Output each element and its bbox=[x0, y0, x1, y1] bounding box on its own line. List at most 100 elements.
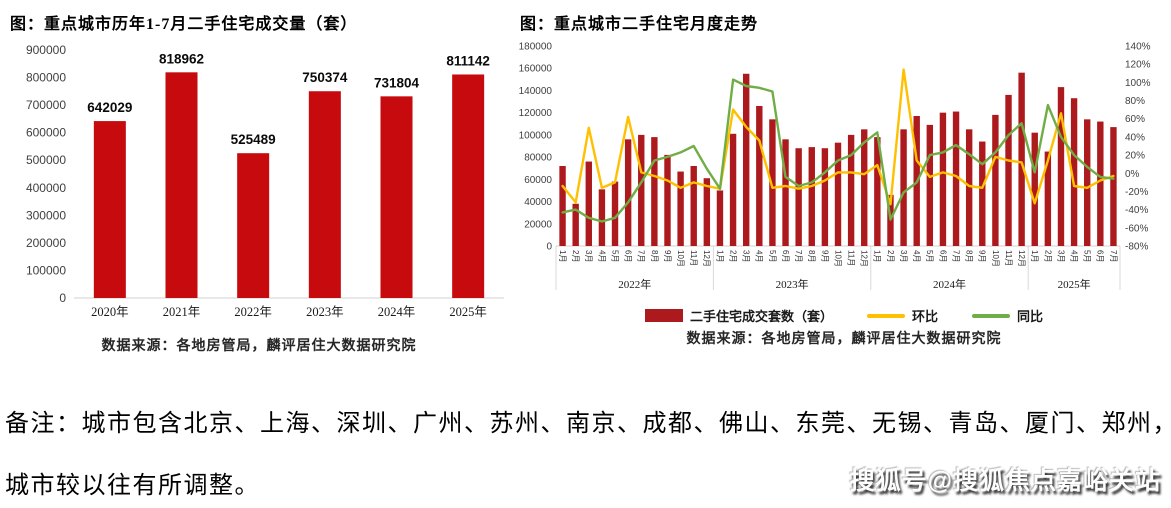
left-y-tick-label: 0 bbox=[59, 291, 66, 305]
monthly-bar bbox=[900, 129, 907, 246]
monthly-bar bbox=[979, 141, 986, 246]
annual-bar-chart: 图：重点城市历年1-7月二手住宅成交量（套） 0 100000 200000 3000… bbox=[8, 6, 510, 355]
right-chart-left-tick-label: 160000 bbox=[519, 64, 553, 75]
month-tick-label: 6月 bbox=[938, 250, 947, 262]
left-y-tick-label: 200000 bbox=[26, 236, 66, 250]
left-y-tick-label: 500000 bbox=[26, 153, 66, 167]
month-tick-label: 4月 bbox=[597, 250, 606, 262]
right-chart-left-tick-label: 40000 bbox=[524, 197, 552, 208]
right-chart-right-tick-label: 0% bbox=[1125, 169, 1140, 180]
monthly-bar bbox=[1031, 132, 1038, 246]
right-chart-title: 图：重点城市二手住宅月度走势 bbox=[520, 16, 759, 33]
monthly-bar bbox=[1044, 151, 1052, 246]
month-tick-label: 1月 bbox=[873, 250, 882, 262]
monthly-bar bbox=[834, 142, 842, 246]
right-chart-source: 数据来源：各地房管局，麟评居住大数据研究院 bbox=[686, 332, 1002, 347]
monthly-bar bbox=[703, 178, 711, 246]
right-chart-right-tick-label: 120% bbox=[1125, 60, 1151, 71]
annual-bar-value-label: 750374 bbox=[302, 70, 348, 85]
monthly-bar bbox=[782, 139, 789, 246]
monthly-bar bbox=[1110, 127, 1117, 246]
bar-series-swatch bbox=[644, 309, 683, 322]
right-chart-right-tick-label: -20% bbox=[1125, 187, 1148, 198]
month-tick-label: 10月 bbox=[991, 250, 1000, 267]
monthly-bar bbox=[847, 134, 855, 246]
monthly-bar bbox=[1084, 119, 1091, 246]
year-group-label: 2022年 bbox=[618, 277, 651, 291]
month-tick-label: 6月 bbox=[624, 250, 633, 262]
annual-bar-2024年 bbox=[380, 96, 413, 298]
month-tick-label: 8月 bbox=[965, 250, 974, 262]
annual-x-category-label: 2022年 bbox=[234, 305, 272, 319]
right-chart-left-tick-label: 100000 bbox=[519, 130, 553, 141]
annual-bar-value-label: 818962 bbox=[159, 51, 204, 66]
month-tick-label: 2月 bbox=[1043, 250, 1052, 262]
monthly-bar bbox=[821, 148, 829, 246]
month-tick-label: 11月 bbox=[689, 250, 698, 266]
year-group-label: 2024年 bbox=[933, 277, 966, 291]
yoy-line-swatch bbox=[972, 313, 1010, 318]
mom-line-swatch bbox=[866, 313, 905, 318]
year-group-label: 2023年 bbox=[776, 277, 809, 291]
month-tick-label: 2月 bbox=[729, 250, 738, 262]
annual-bar-chart-plot: 0 100000 200000 300000 400000 500000 600000 700… bbox=[26, 43, 504, 319]
note-line-1: 备注：城市包含北京、上海、深圳、广州、苏州、南京、成都、佛山、东莞、无锡、青岛、… bbox=[5, 411, 1171, 437]
left-y-tick-label: 900000 bbox=[26, 43, 66, 57]
right-chart-right-tick-label: -80% bbox=[1125, 242, 1148, 253]
monthly-bar bbox=[1018, 72, 1025, 246]
monthly-bar bbox=[756, 106, 763, 246]
legend-item-mom: 环比 bbox=[866, 306, 938, 325]
monthly-bar bbox=[611, 181, 619, 246]
monthly-bar bbox=[742, 73, 750, 247]
right-chart-right-tick-label: 60% bbox=[1125, 114, 1145, 125]
mom-line bbox=[561, 68, 1115, 206]
annual-bar-value-label: 642029 bbox=[87, 100, 132, 115]
right-chart-left-tick-label: 140000 bbox=[519, 86, 553, 97]
monthly-bar bbox=[1005, 94, 1012, 246]
month-tick-label: 7月 bbox=[637, 250, 646, 262]
month-tick-label: 6月 bbox=[1096, 250, 1105, 262]
month-tick-label: 9月 bbox=[663, 250, 672, 262]
monthly-bar bbox=[952, 111, 960, 246]
month-tick-label: 8月 bbox=[650, 250, 659, 262]
right-chart-right-tick-label: 100% bbox=[1125, 78, 1151, 89]
annual-x-category-label: 2023年 bbox=[306, 305, 344, 319]
legend: 二手住宅成交套数（套） 环比 同比 bbox=[518, 306, 1170, 325]
month-tick-label: 5月 bbox=[768, 250, 777, 262]
month-tick-label: 11月 bbox=[1004, 250, 1013, 266]
month-tick-label: 1月 bbox=[1030, 250, 1039, 262]
month-tick-label: 10月 bbox=[676, 250, 685, 267]
monthly-bar bbox=[716, 190, 724, 246]
monthly-bar bbox=[965, 129, 973, 246]
annual-bar-value-label: 811142 bbox=[446, 53, 490, 68]
monthly-bar bbox=[638, 134, 645, 246]
right-chart-left-tick-label: 0 bbox=[546, 242, 552, 253]
monthly-bar bbox=[1070, 98, 1078, 246]
right-chart-left-tick-label: 60000 bbox=[524, 175, 552, 186]
left-y-tick-label: 300000 bbox=[26, 208, 66, 222]
right-chart-left-tick-label: 20000 bbox=[524, 219, 552, 230]
annual-bar-2022年 bbox=[237, 153, 270, 298]
month-tick-label: 9月 bbox=[978, 250, 987, 262]
right-chart-left-tick-label: 180000 bbox=[519, 42, 553, 53]
right-chart-right-tick-label: -40% bbox=[1125, 205, 1148, 216]
month-tick-label: 12月 bbox=[860, 250, 869, 267]
left-y-tick-label: 800000 bbox=[26, 71, 66, 85]
month-tick-label: 8月 bbox=[807, 250, 816, 262]
month-tick-label: 3月 bbox=[584, 250, 593, 262]
annual-bar-2020年 bbox=[93, 121, 126, 298]
monthly-bar bbox=[559, 166, 566, 246]
month-tick-label: 3月 bbox=[1056, 250, 1065, 262]
note-line-2: 城市较以往有所调整。 bbox=[5, 473, 260, 499]
right-chart-right-tick-label: 20% bbox=[1125, 151, 1145, 162]
annual-x-category-label: 2025年 bbox=[449, 305, 487, 319]
annual-bar-2021年 bbox=[165, 72, 198, 298]
mom-line-label: 环比 bbox=[911, 309, 938, 324]
yoy-line bbox=[561, 78, 1115, 223]
monthly-bar bbox=[729, 133, 737, 246]
monthly-bar bbox=[795, 148, 802, 246]
monthly-bar bbox=[861, 129, 868, 246]
yoy-line-label: 同比 bbox=[1017, 309, 1044, 324]
monthly-bar bbox=[1057, 87, 1065, 246]
